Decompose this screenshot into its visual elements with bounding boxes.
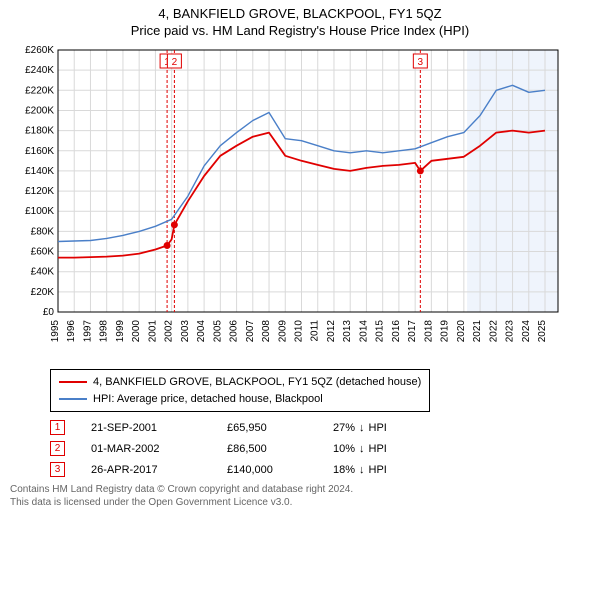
- svg-text:2024: 2024: [521, 320, 532, 343]
- footer-line2: This data is licensed under the Open Gov…: [10, 496, 590, 509]
- title-line2: Price paid vs. HM Land Registry's House …: [10, 23, 590, 38]
- svg-text:3: 3: [418, 57, 424, 68]
- event-price: £86,500: [227, 443, 307, 455]
- legend-row: HPI: Average price, detached house, Blac…: [59, 391, 421, 408]
- svg-text:2000: 2000: [131, 320, 142, 343]
- svg-text:2016: 2016: [391, 320, 402, 343]
- svg-text:2019: 2019: [440, 320, 451, 343]
- event-date: 21-SEP-2001: [91, 422, 201, 434]
- svg-text:2018: 2018: [423, 320, 434, 343]
- svg-text:£40K: £40K: [31, 267, 55, 278]
- svg-text:2010: 2010: [294, 320, 305, 343]
- event-number-box: 3: [50, 462, 65, 477]
- svg-text:1996: 1996: [66, 320, 77, 343]
- line-chart: £0 £20K £40K £60K £80K £100K £120K £140K £160K £1…: [10, 44, 570, 354]
- svg-text:1999: 1999: [115, 320, 126, 343]
- arrow-down-icon: ↓: [359, 422, 365, 434]
- svg-text:2003: 2003: [180, 320, 191, 343]
- legend-swatch: [59, 398, 87, 400]
- event-pct: 10%: [333, 443, 355, 455]
- svg-text:2006: 2006: [229, 320, 240, 343]
- event-date: 26-APR-2017: [91, 464, 201, 476]
- event-hpi-label: HPI: [369, 443, 387, 455]
- event-price: £65,950: [227, 422, 307, 434]
- svg-text:£100K: £100K: [25, 206, 54, 217]
- event-number-box: 1: [50, 420, 65, 435]
- svg-text:2011: 2011: [310, 320, 321, 342]
- svg-text:2020: 2020: [456, 320, 467, 343]
- legend-row: 4, BANKFIELD GROVE, BLACKPOOL, FY1 5QZ (…: [59, 374, 421, 391]
- title-line1: 4, BANKFIELD GROVE, BLACKPOOL, FY1 5QZ: [10, 6, 590, 21]
- svg-text:£200K: £200K: [25, 105, 54, 116]
- svg-text:2025: 2025: [537, 320, 548, 343]
- svg-text:2002: 2002: [164, 320, 175, 343]
- chart-area: £0 £20K £40K £60K £80K £100K £120K £140K £160K £1…: [10, 44, 590, 359]
- svg-text:£180K: £180K: [25, 126, 54, 137]
- legend: 4, BANKFIELD GROVE, BLACKPOOL, FY1 5QZ (…: [50, 369, 430, 412]
- legend-swatch: [59, 381, 87, 383]
- svg-text:2015: 2015: [375, 320, 386, 343]
- svg-text:£0: £0: [43, 307, 55, 318]
- svg-text:1995: 1995: [50, 320, 61, 343]
- svg-text:1998: 1998: [99, 320, 110, 343]
- svg-text:£140K: £140K: [25, 166, 54, 177]
- event-pct: 18%: [333, 464, 355, 476]
- svg-text:2004: 2004: [196, 320, 207, 343]
- svg-text:2005: 2005: [212, 320, 223, 343]
- arrow-down-icon: ↓: [359, 443, 365, 455]
- event-date: 01-MAR-2002: [91, 443, 201, 455]
- events-table: 1 21-SEP-2001 £65,950 27% ↓ HPI 2 01-MAR-2002 £8…: [50, 420, 590, 477]
- svg-text:£220K: £220K: [25, 85, 54, 96]
- event-delta: 10% ↓ HPI: [333, 443, 433, 455]
- svg-text:2021: 2021: [472, 320, 483, 343]
- svg-text:1997: 1997: [82, 320, 93, 343]
- svg-text:2: 2: [172, 57, 178, 68]
- svg-text:2023: 2023: [505, 320, 516, 343]
- svg-text:£20K: £20K: [31, 287, 55, 298]
- event-hpi-label: HPI: [369, 464, 387, 476]
- svg-text:£260K: £260K: [25, 45, 54, 56]
- svg-text:2014: 2014: [358, 320, 369, 343]
- event-price: £140,000: [227, 464, 307, 476]
- svg-text:£160K: £160K: [25, 146, 54, 157]
- event-row: 1 21-SEP-2001 £65,950 27% ↓ HPI: [50, 420, 590, 435]
- svg-text:£80K: £80K: [31, 226, 55, 237]
- svg-text:£240K: £240K: [25, 65, 54, 76]
- chart-title-block: 4, BANKFIELD GROVE, BLACKPOOL, FY1 5QZ P…: [10, 6, 590, 38]
- svg-text:2001: 2001: [147, 320, 158, 343]
- event-delta: 27% ↓ HPI: [333, 422, 433, 434]
- svg-text:2013: 2013: [342, 320, 353, 343]
- svg-text:2017: 2017: [407, 320, 418, 343]
- footer-line1: Contains HM Land Registry data © Crown c…: [10, 483, 590, 496]
- svg-text:2012: 2012: [326, 320, 337, 343]
- event-row: 2 01-MAR-2002 £86,500 10% ↓ HPI: [50, 441, 590, 456]
- event-row: 3 26-APR-2017 £140,000 18% ↓ HPI: [50, 462, 590, 477]
- event-delta: 18% ↓ HPI: [333, 464, 433, 476]
- legend-label: 4, BANKFIELD GROVE, BLACKPOOL, FY1 5QZ (…: [93, 374, 421, 391]
- event-number-box: 2: [50, 441, 65, 456]
- event-pct: 27%: [333, 422, 355, 434]
- svg-text:2008: 2008: [261, 320, 272, 343]
- svg-text:2009: 2009: [277, 320, 288, 343]
- svg-text:£60K: £60K: [31, 247, 55, 258]
- svg-text:2022: 2022: [488, 320, 499, 343]
- svg-text:2007: 2007: [245, 320, 256, 343]
- legend-label: HPI: Average price, detached house, Blac…: [93, 391, 323, 408]
- arrow-down-icon: ↓: [359, 464, 365, 476]
- footer-attribution: Contains HM Land Registry data © Crown c…: [10, 483, 590, 509]
- event-hpi-label: HPI: [369, 422, 387, 434]
- svg-text:£120K: £120K: [25, 186, 54, 197]
